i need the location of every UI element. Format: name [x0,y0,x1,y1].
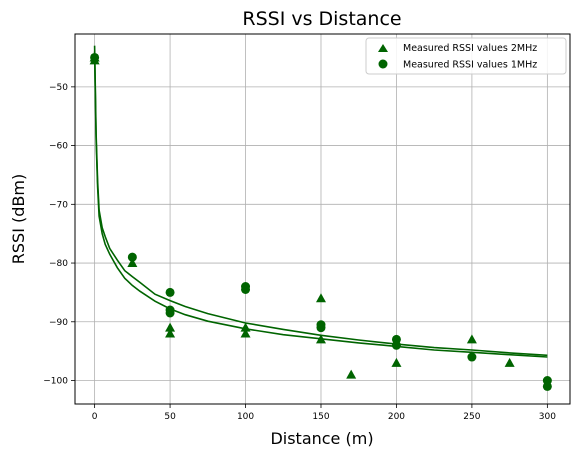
legend-marker-triangle [378,44,388,52]
point-1mhz [90,52,100,62]
data-markers [89,52,552,391]
point-2mhz [127,258,138,268]
point-1mhz [165,287,175,297]
point-2mhz [315,334,326,344]
legend-entry-1mhz: Measured RSSI values 1MHz [378,59,537,71]
legend-box [365,37,567,75]
y-tick-label: −100 [43,377,68,387]
point-2mhz [504,357,515,367]
x-tick-label: 150 [312,412,329,422]
point-1mhz [165,308,175,318]
y-tick-label: −50 [49,83,68,93]
point-2mhz [391,357,402,367]
legend-marker-circle [378,59,388,69]
point-2mhz [240,322,251,332]
x-axis-title: Distance (m) [270,429,373,448]
y-axis-ticks: −100 −90 −80 −70 −60 −50 [43,83,75,387]
x-tick-label: 0 [92,412,98,422]
point-1mhz [391,340,401,350]
x-tick-label: 300 [539,412,556,422]
plot-frame [74,33,571,405]
x-tick-label: 250 [463,412,480,422]
point-2mhz [240,328,251,338]
point-2mhz [165,322,176,332]
fit-curve-0 [93,45,548,357]
point-2mhz [346,369,357,379]
fit-curve-1 [93,51,548,358]
legend-label-2mhz: Measured RSSI values 2MHz [403,43,537,54]
x-axis-ticks: 0 50 100 150 200 250 300 [92,404,556,422]
legend-entry-2mhz: Measured RSSI values 2MHz [378,43,537,54]
y-tick-label: −80 [49,259,68,269]
point-2mhz [165,328,176,338]
y-tick-label: −90 [49,318,68,328]
point-1mhz [241,284,251,294]
legend: Measured RSSI values 2MHz Measured RSSI … [365,37,567,75]
point-1mhz [542,381,552,391]
y-tick-label: −60 [49,142,68,152]
x-tick-label: 100 [237,412,254,422]
x-tick-label: 50 [164,412,176,422]
point-1mhz [316,323,326,333]
point-2mhz [466,334,477,344]
x-tick-label: 200 [388,412,405,422]
point-1mhz [127,252,137,262]
chart-title: RSSI vs Distance [242,8,401,30]
fit-curves [93,45,548,358]
point-1mhz [467,352,477,362]
legend-label-1mhz: Measured RSSI values 1MHz [403,60,537,71]
grid-lines [75,34,570,404]
point-2mhz [315,293,326,303]
y-tick-label: −70 [49,200,68,210]
y-axis-title: RSSI (dBm) [9,174,28,264]
